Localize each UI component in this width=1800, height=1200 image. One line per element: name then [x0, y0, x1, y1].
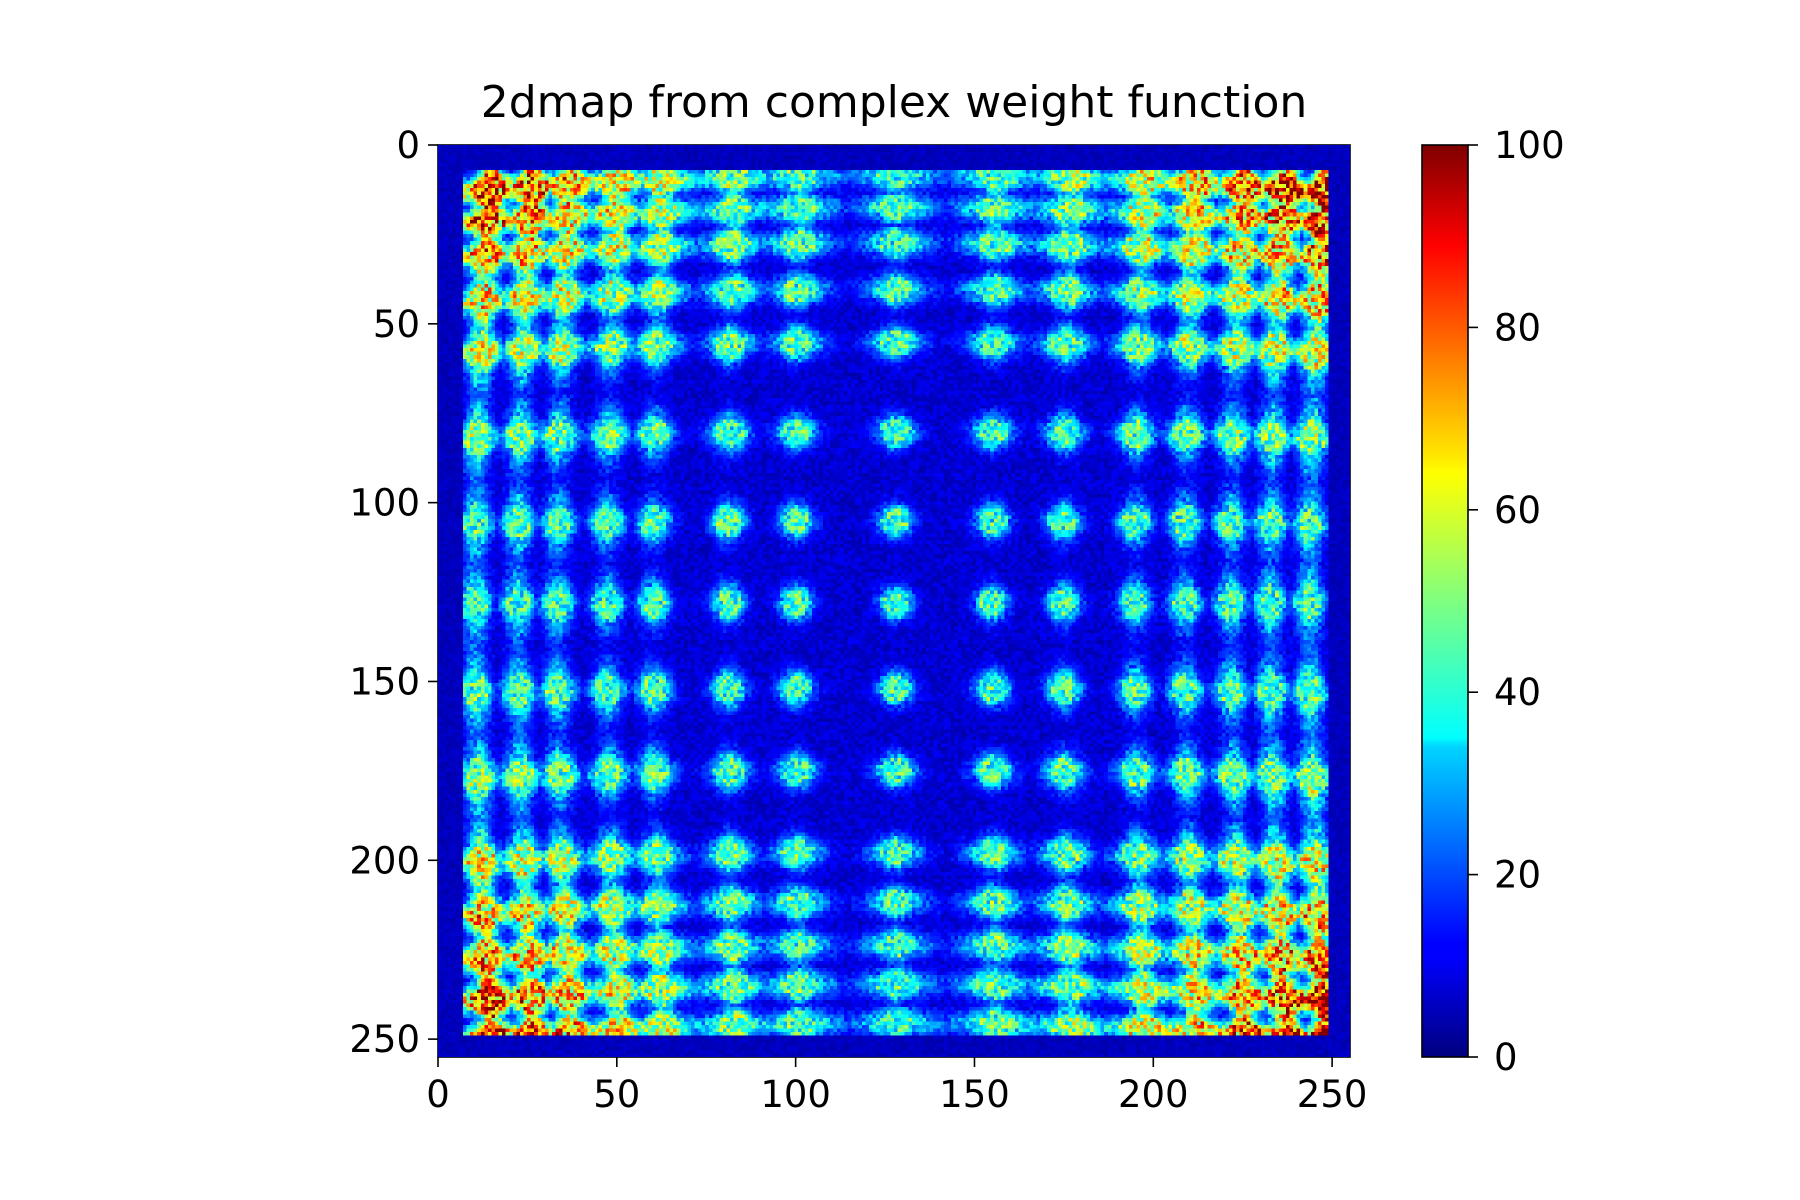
x-tick-label: 200 [1118, 1073, 1189, 1116]
y-tick-label: 100 [349, 482, 420, 525]
colorbar-tick-label: 0 [1494, 1036, 1518, 1079]
colorbar-tick-label: 20 [1494, 854, 1541, 897]
y-axis: 0 50 100 150 200 250 [349, 124, 438, 1061]
y-tick-label: 0 [396, 124, 420, 167]
y-tick-label: 200 [349, 839, 420, 882]
x-tick-label: 0 [426, 1073, 450, 1116]
x-tick-label: 50 [593, 1073, 640, 1116]
colorbar-tick-label: 100 [1494, 124, 1565, 167]
colorbar-axis: 0 20 40 60 80 100 [1468, 124, 1565, 1079]
x-tick-label: 100 [760, 1073, 831, 1116]
colorbar-tick-label: 80 [1494, 306, 1541, 349]
colorbar [1421, 144, 1469, 1058]
chart-title: 2dmap from complex weight function [481, 77, 1308, 128]
x-tick-label: 150 [939, 1073, 1010, 1116]
y-tick-label: 50 [373, 303, 420, 346]
heatmap-image [438, 145, 1350, 1057]
colorbar-tick-label: 40 [1494, 671, 1541, 714]
x-axis: 0 50 100 150 200 250 [426, 1057, 1367, 1116]
y-tick-label: 250 [349, 1018, 420, 1061]
colorbar-tick-label: 60 [1494, 489, 1541, 532]
y-tick-label: 150 [349, 660, 420, 703]
x-tick-label: 250 [1297, 1073, 1368, 1116]
